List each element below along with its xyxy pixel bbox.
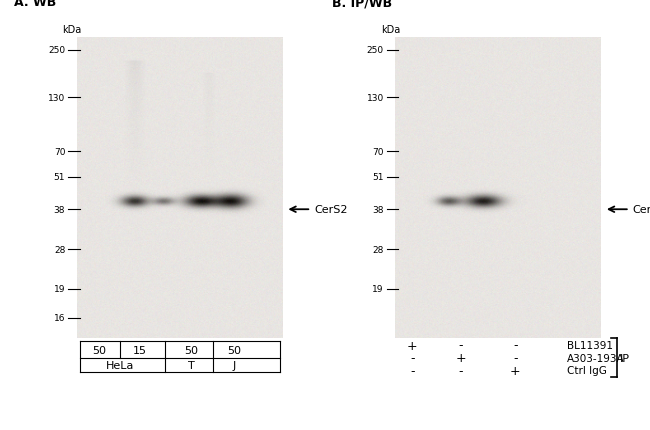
Text: 38: 38 [372,205,384,214]
Text: J: J [233,360,235,370]
Text: A303-193A: A303-193A [567,353,625,363]
Text: 250: 250 [367,46,384,55]
Text: CerS2: CerS2 [314,205,348,215]
Text: kDa: kDa [62,25,82,34]
Text: T: T [188,360,194,370]
Text: 70: 70 [372,147,384,157]
Text: 19: 19 [372,285,384,294]
Text: HeLa: HeLa [105,360,134,370]
Text: 15: 15 [133,345,147,355]
Text: IP: IP [619,353,630,363]
Text: -: - [459,339,463,352]
Text: +: + [510,364,521,377]
Text: -: - [410,364,415,377]
Text: 50: 50 [227,345,241,355]
Text: 70: 70 [54,147,65,157]
Text: 50: 50 [184,345,198,355]
Text: 50: 50 [92,345,107,355]
Text: -: - [459,364,463,377]
Text: 130: 130 [48,93,65,102]
Text: -: - [513,351,517,364]
Text: 250: 250 [48,46,65,55]
Text: kDa: kDa [381,25,400,34]
Text: +: + [456,351,466,364]
Text: 28: 28 [54,245,65,254]
Text: 51: 51 [54,173,65,182]
Text: 51: 51 [372,173,384,182]
Text: A. WB: A. WB [14,0,56,9]
Text: 38: 38 [54,205,65,214]
Text: 16: 16 [54,313,65,322]
Text: CerS2: CerS2 [632,205,650,215]
Text: 130: 130 [367,93,384,102]
Text: Ctrl IgG: Ctrl IgG [567,366,606,375]
Text: +: + [407,339,418,352]
Text: 19: 19 [54,285,65,294]
Text: BL11391: BL11391 [567,340,613,350]
Text: -: - [513,339,517,352]
Text: -: - [410,351,415,364]
Text: B. IP/WB: B. IP/WB [332,0,393,9]
Text: 28: 28 [372,245,384,254]
